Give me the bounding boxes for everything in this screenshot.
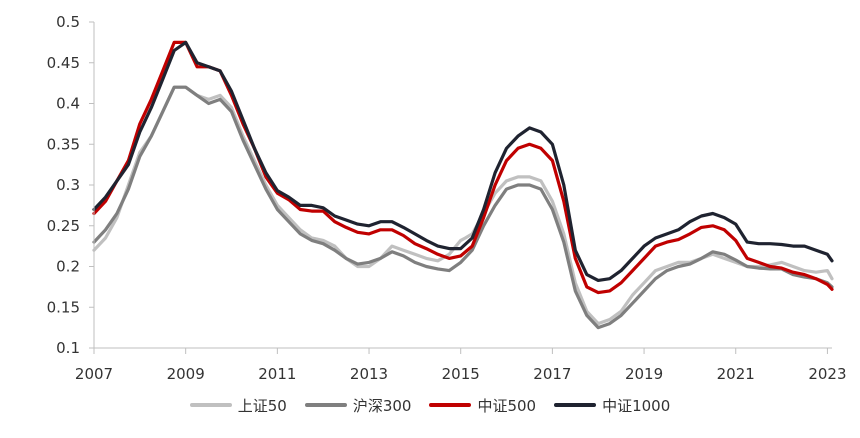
legend-item: 中证500 <box>429 395 536 416</box>
legend-swatch <box>304 403 347 407</box>
series-line-3 <box>92 40 834 282</box>
y-tick-label: 0.25 <box>47 217 80 235</box>
y-tick-label: 0.35 <box>47 135 80 153</box>
y-tick-label: 0.1 <box>56 339 80 357</box>
x-tick-label: 2013 <box>350 365 388 383</box>
legend-label: 中证500 <box>477 396 537 415</box>
chart-legend: 上证50 沪深300 中证500 中证1000 <box>0 392 860 418</box>
y-tick-label: 0.15 <box>47 298 80 316</box>
y-tick-label: 0.3 <box>56 176 80 194</box>
legend-item: 上证50 <box>189 395 287 416</box>
x-tick-label: 2023 <box>808 365 846 383</box>
legend-item: 中证1000 <box>554 395 670 416</box>
axes: 0.1 0.15 0.2 0.25 0.3 0.35 0.4 0.45 0.5 2007 2009 2… <box>47 13 847 383</box>
y-tick-label: 0.45 <box>47 54 80 72</box>
series-line-0 <box>92 85 834 326</box>
x-tick-label: 2019 <box>625 365 663 383</box>
x-tick-label: 2007 <box>75 365 113 383</box>
x-tick-label: 2021 <box>717 365 755 383</box>
x-tick-label: 2017 <box>533 365 571 383</box>
legend-item: 沪深300 <box>304 395 412 416</box>
legend-swatch <box>554 403 597 407</box>
x-tick-label: 2015 <box>442 365 480 383</box>
legend-label: 上证50 <box>237 396 287 415</box>
plot-lines <box>92 40 834 330</box>
legend-label: 中证1000 <box>602 396 671 415</box>
y-tick-label: 0.5 <box>56 13 80 31</box>
x-tick-label: 2009 <box>167 365 205 383</box>
legend-swatch <box>189 403 232 407</box>
y-tick-label: 0.2 <box>56 258 80 276</box>
legend-swatch <box>429 403 472 407</box>
series-line-1 <box>92 85 834 330</box>
legend-label: 沪深300 <box>352 396 412 415</box>
y-tick-label: 0.4 <box>56 95 80 113</box>
x-tick-label: 2011 <box>258 365 296 383</box>
